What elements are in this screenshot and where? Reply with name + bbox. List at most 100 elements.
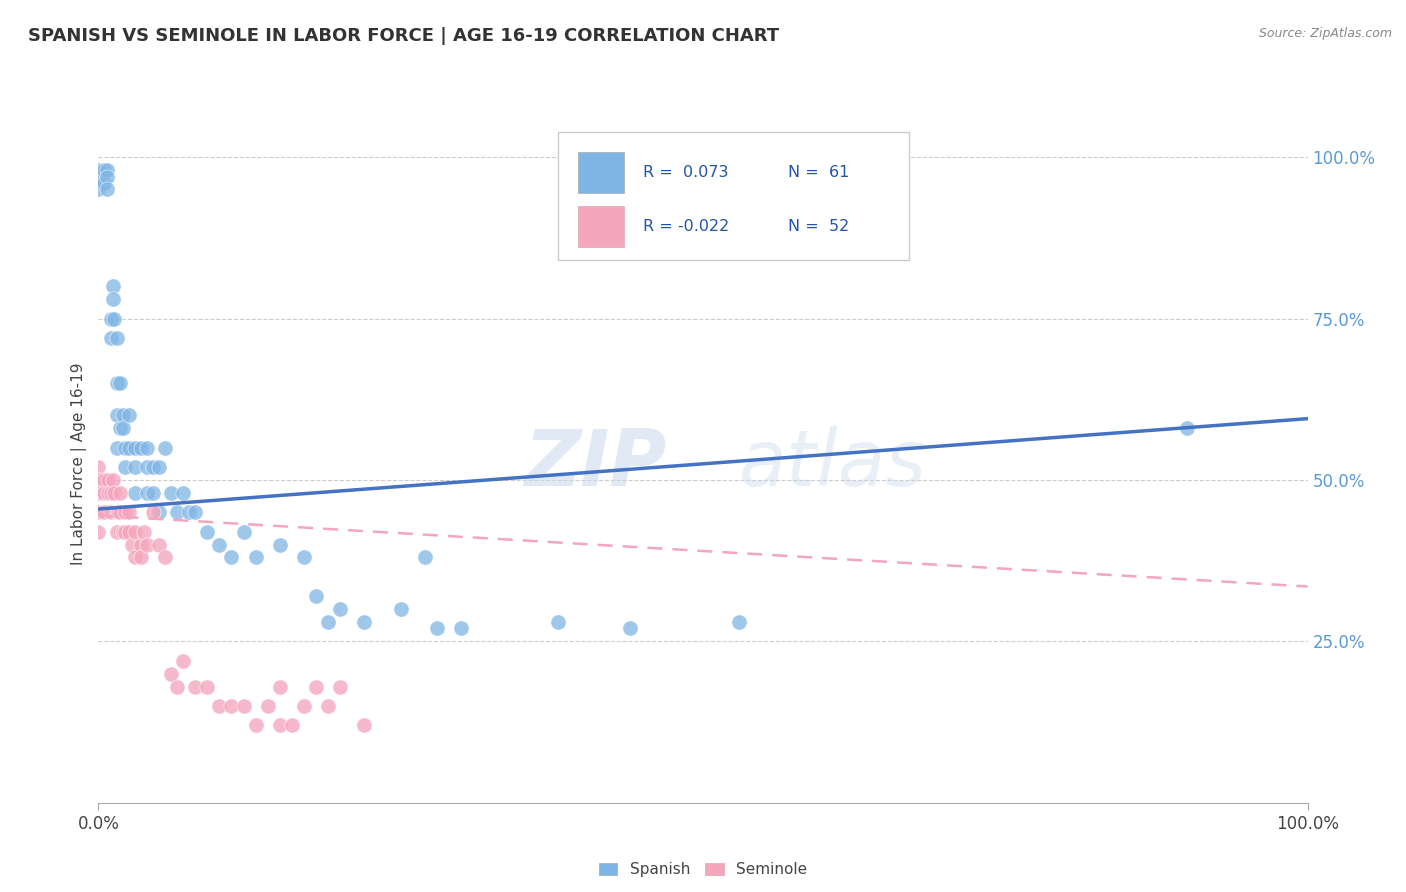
Point [195,524,218,539]
Point [103,486,125,500]
Point [129,441,152,455]
Point [93,505,115,519]
Point [547,615,569,629]
Point [108,376,131,391]
Point [184,505,207,519]
Point [316,698,339,713]
Point [105,505,128,519]
Point [292,698,315,713]
Point [87,524,110,539]
Point [160,666,183,681]
Point [87,182,110,196]
Point [195,680,218,694]
Point [118,505,141,519]
Point [305,680,328,694]
Point [96,182,118,196]
Point [135,486,157,500]
Point [232,698,254,713]
Point [148,460,170,475]
Point [124,524,146,539]
Point [108,421,131,435]
Point [134,524,156,539]
Point [114,441,136,455]
Point [103,311,125,326]
Point [93,176,115,190]
Point [450,622,472,636]
Point [108,505,131,519]
Point [87,505,110,519]
Point [208,537,231,551]
Point [153,550,176,565]
Point [105,524,128,539]
Point [97,486,120,500]
Point [124,460,146,475]
Point [269,537,291,551]
Point [118,524,141,539]
Point [105,409,128,423]
Point [426,622,449,636]
Point [93,163,115,178]
Point [142,460,165,475]
Point [118,409,141,423]
Point [329,680,352,694]
Point [100,311,122,326]
FancyBboxPatch shape [578,206,624,247]
Point [135,441,157,455]
Point [87,460,110,475]
Point [172,654,194,668]
Point [118,441,141,455]
Point [166,680,188,694]
Point [221,550,243,565]
Point [269,718,291,732]
Text: ZIP: ZIP [524,425,666,502]
Point [96,163,118,178]
Point [100,331,122,345]
Point [177,505,201,519]
Point [292,550,315,565]
Point [129,537,152,551]
Text: N =  61: N = 61 [787,165,849,180]
Point [1175,421,1198,435]
Point [111,409,134,423]
Point [728,615,751,629]
Point [232,524,254,539]
Point [153,441,176,455]
Point [114,524,136,539]
Point [269,680,291,694]
Legend: Spanish, Seminole: Spanish, Seminole [593,856,813,883]
Point [124,441,146,455]
Point [93,486,115,500]
Point [101,292,124,306]
Point [329,602,352,616]
Point [101,473,124,487]
Point [172,486,194,500]
Point [129,550,152,565]
Point [101,279,124,293]
Point [135,460,157,475]
Point [148,537,170,551]
Point [105,441,128,455]
Point [111,524,134,539]
Point [160,486,183,500]
Text: Source: ZipAtlas.com: Source: ZipAtlas.com [1258,27,1392,40]
Point [114,505,136,519]
Y-axis label: In Labor Force | Age 16-19: In Labor Force | Age 16-19 [72,362,87,566]
Point [107,505,129,519]
Point [316,615,339,629]
Point [100,486,122,500]
Point [281,718,304,732]
Point [100,505,122,519]
Point [166,505,188,519]
FancyBboxPatch shape [578,152,624,193]
Point [142,505,165,519]
FancyBboxPatch shape [558,132,908,260]
Point [135,537,157,551]
Point [105,376,128,391]
Point [413,550,436,565]
Point [256,698,278,713]
Text: SPANISH VS SEMINOLE IN LABOR FORCE | AGE 16-19 CORRELATION CHART: SPANISH VS SEMINOLE IN LABOR FORCE | AGE… [28,27,779,45]
Text: atlas: atlas [740,425,927,502]
Point [108,486,131,500]
Point [221,698,243,713]
Point [96,169,118,184]
